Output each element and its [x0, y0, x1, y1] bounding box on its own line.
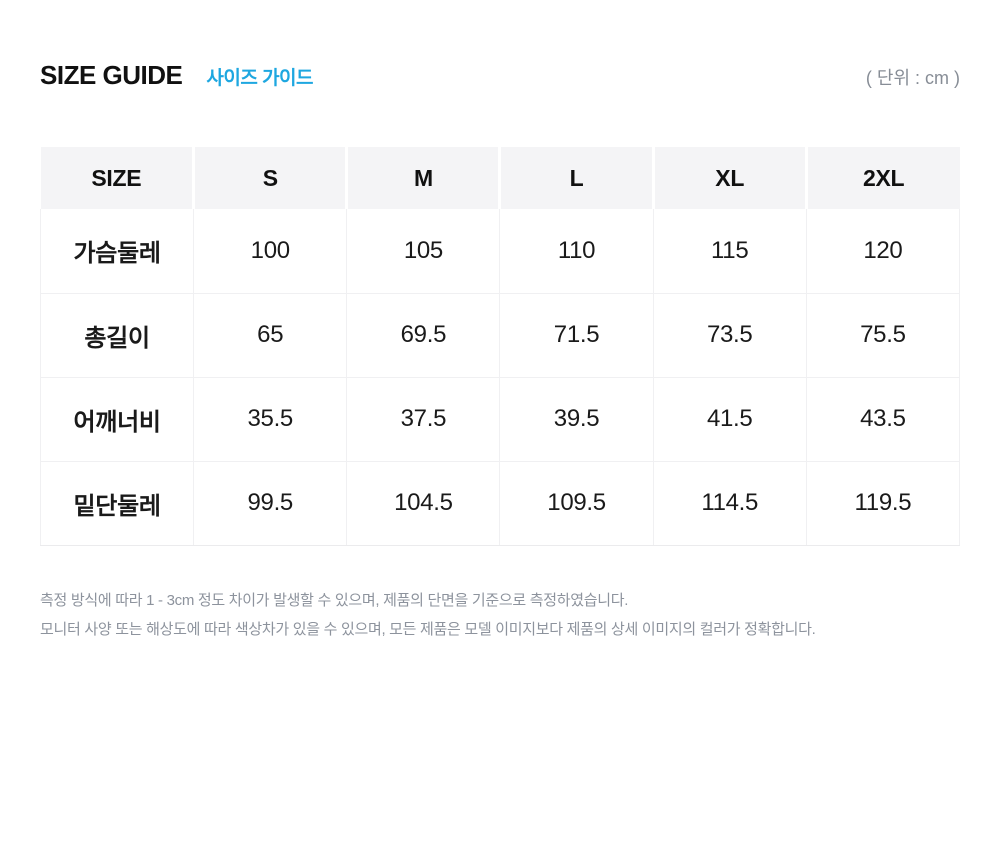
- cell-value: 109.5: [499, 460, 654, 546]
- note-measurement-tolerance: 측정 방식에 따라 1 - 3cm 정도 차이가 발생할 수 있으며, 제품의 …: [40, 591, 629, 609]
- column-header-l: L: [498, 147, 654, 209]
- unit-label: ( 단위 : cm ): [865, 68, 960, 88]
- column-header-m: M: [345, 147, 500, 209]
- cell-value: 115: [652, 209, 807, 294]
- measurement-notes: 측정 방식에 따라 1 - 3cm 정도 차이가 발생할 수 있으며, 제품의 …: [40, 586, 960, 644]
- column-header-xl: XL: [651, 147, 807, 209]
- size-table-head: SIZE S M L XL 2XL: [40, 147, 960, 209]
- cell-value: 120: [805, 209, 961, 294]
- size-guide-header: SIZE GUIDE 사이즈 가이드 ( 단위 : cm ): [40, 60, 960, 91]
- row-label: 가슴둘레: [39, 209, 195, 294]
- size-guide-section: SIZE GUIDE 사이즈 가이드 ( 단위 : cm ) SIZE S M …: [0, 60, 1000, 644]
- cell-value: 37.5: [346, 376, 501, 462]
- cell-value: 41.5: [652, 376, 807, 462]
- cell-value: 119.5: [805, 460, 961, 546]
- size-table: SIZE S M L XL 2XL 가슴둘레 100 105 110 115 1…: [39, 147, 961, 546]
- row-label: 밑단둘레: [39, 460, 195, 546]
- table-row-shoulder-width: 어깨너비 35.5 37.5 39.5 41.5 43.5: [39, 376, 961, 462]
- cell-value: 100: [193, 209, 348, 294]
- row-label: 총길이: [39, 292, 195, 378]
- page-title: SIZE GUIDE: [40, 60, 183, 90]
- cell-value: 69.5: [346, 292, 501, 378]
- cell-value: 114.5: [652, 460, 807, 546]
- page-subtitle-korean: 사이즈 가이드: [206, 68, 314, 89]
- cell-value: 65: [193, 292, 348, 378]
- cell-value: 75.5: [805, 292, 961, 378]
- column-header-size: SIZE: [40, 147, 194, 209]
- cell-value: 39.5: [499, 376, 654, 462]
- table-row-hem-circumference: 밑단둘레 99.5 104.5 109.5 114.5 119.5: [39, 460, 961, 546]
- cell-value: 73.5: [652, 292, 807, 378]
- cell-value: 104.5: [346, 460, 501, 546]
- cell-value: 43.5: [805, 376, 961, 462]
- table-row-chest: 가슴둘레 100 105 110 115 120: [39, 209, 961, 294]
- column-header-2xl: 2XL: [804, 147, 960, 209]
- cell-value: 99.5: [193, 460, 348, 546]
- row-label: 어깨너비: [39, 376, 195, 462]
- size-table-body: 가슴둘레 100 105 110 115 120 총길이 65 69.5 71.…: [39, 209, 961, 546]
- size-table-header-row: SIZE S M L XL 2XL: [40, 147, 960, 209]
- cell-value: 71.5: [499, 292, 654, 378]
- cell-value: 105: [346, 209, 501, 294]
- table-row-total-length: 총길이 65 69.5 71.5 73.5 75.5: [39, 292, 961, 378]
- cell-value: 35.5: [193, 376, 348, 462]
- cell-value: 110: [499, 209, 654, 294]
- note-color-difference: 모니터 사양 또는 해상도에 따라 색상차가 있을 수 있으며, 모든 제품은 …: [40, 620, 816, 638]
- column-header-s: S: [192, 147, 347, 209]
